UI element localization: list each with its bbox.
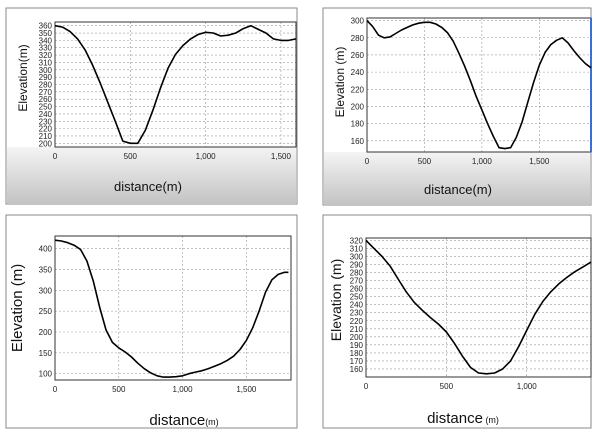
y-tick-label: 340: [39, 36, 53, 45]
y-tick-label: 300: [39, 66, 53, 75]
y-tick-label: 270: [39, 88, 53, 97]
y-tick-label: 320: [350, 236, 364, 245]
grid: [55, 236, 291, 380]
y-tick-label: 270: [350, 277, 364, 286]
y-tick-label: 220: [351, 85, 365, 94]
y-tick-label: 330: [39, 44, 53, 53]
axes-box: [54, 235, 292, 381]
y-tick-label: 160: [350, 365, 364, 374]
x-tick-label: 1,000: [517, 382, 538, 391]
chart-1: 2002102202302402502602702802903003103203…: [5, 7, 298, 205]
axis-background-strip: [324, 152, 590, 204]
x-tick-label: 500: [124, 152, 138, 161]
y-axis-label: Elevation (m): [328, 259, 344, 341]
x-tick-label: 500: [440, 382, 454, 391]
y-tick-label: 300: [350, 252, 364, 261]
y-axis-label: Elevation(m): [16, 44, 30, 111]
grid: [367, 18, 591, 152]
y-tick-label: 210: [350, 325, 364, 334]
x-tick-label: 0: [364, 382, 369, 391]
x-axis-label: distance (m): [427, 410, 499, 427]
y-tick-label: 200: [351, 102, 365, 111]
axes-box: [365, 237, 592, 378]
x-tick-label: 1,000: [472, 157, 493, 166]
series-line: [366, 20, 592, 150]
y-tick-label: 100: [39, 370, 53, 379]
y-tick-label: 230: [350, 309, 364, 318]
x-tick-label: 1,500: [271, 152, 292, 161]
y-tick-label: 220: [39, 125, 53, 134]
y-tick-label: 280: [351, 34, 365, 43]
y-tick-label: 260: [350, 285, 364, 294]
x-tick-label: 1,500: [529, 157, 550, 166]
y-axis-label: Elevation (m): [9, 264, 26, 352]
x-tick-label: 500: [112, 385, 126, 394]
y-tick-label: 220: [350, 317, 364, 326]
series-line: [54, 24, 297, 145]
y-tick-label: 210: [39, 132, 53, 141]
y-tick-label: 320: [39, 51, 53, 60]
series-line: [54, 239, 289, 378]
y-tick-label: 350: [39, 265, 53, 274]
x-axis-label: distance(m): [149, 412, 218, 429]
y-tick-label: 240: [351, 68, 365, 77]
y-tick-label: 170: [350, 357, 364, 366]
y-axis-label: Elevation (m): [333, 47, 347, 118]
x-axis-label: distance(m): [114, 179, 182, 194]
y-tick-label: 290: [39, 73, 53, 82]
chart-3: 100 150 200 250 300 350 400 0 500 1,000 1,500 dista…: [5, 214, 298, 429]
y-tick-label: 310: [39, 58, 53, 67]
y-tick-label: 240: [39, 110, 53, 119]
y-tick-label: 160: [351, 137, 365, 146]
y-tick-label: 280: [39, 81, 53, 90]
y-tick-label: 360: [39, 22, 53, 31]
x-axis-label: distance(m): [424, 182, 492, 197]
grid: [366, 238, 591, 377]
axis-background-strip: [7, 147, 296, 203]
series-line: [365, 239, 592, 375]
x-tick-label: 0: [53, 152, 58, 161]
plot-area: [367, 18, 591, 152]
x-tick-label: 0: [365, 157, 370, 166]
plot-area: [366, 238, 591, 377]
y-tick-label: 200: [350, 333, 364, 342]
y-tick-label: 190: [350, 341, 364, 350]
y-tick-label: 250: [39, 307, 53, 316]
y-tick-label: 230: [39, 117, 53, 126]
y-tick-label: 180: [350, 349, 364, 358]
y-tick-label: 300: [39, 286, 53, 295]
y-tick-label: 180: [351, 120, 365, 129]
y-tick-label: 250: [350, 293, 364, 302]
y-tick-label: 280: [350, 269, 364, 278]
y-tick-label: 260: [39, 95, 53, 104]
plot-area: [55, 236, 291, 380]
x-tick-label: 1,000: [173, 385, 194, 394]
x-tick-label: 0: [53, 385, 58, 394]
x-tick-label: 1,000: [196, 152, 217, 161]
y-tick-label: 350: [39, 29, 53, 38]
y-tick-label: 290: [350, 261, 364, 270]
chart-4: 1601701801902002102202302402502602702802…: [322, 214, 592, 429]
y-tick-label: 200: [39, 139, 53, 148]
y-tick-label: 250: [39, 103, 53, 112]
x-tick-label: 1,500: [236, 385, 257, 394]
y-tick-label: 310: [350, 244, 364, 253]
x-tick-label: 500: [418, 157, 432, 166]
axes-box: [54, 21, 297, 148]
chart-2: 160 180 200 220 240 260 280 300 0 500 1,000 1,500 di…: [322, 7, 592, 206]
y-tick-label: 260: [351, 51, 365, 60]
y-tick-label: 200: [39, 328, 53, 337]
y-tick-label: 240: [350, 301, 364, 310]
y-tick-label: 300: [351, 17, 365, 26]
y-tick-label: 400: [39, 245, 53, 254]
y-tick-label: 150: [39, 349, 53, 358]
